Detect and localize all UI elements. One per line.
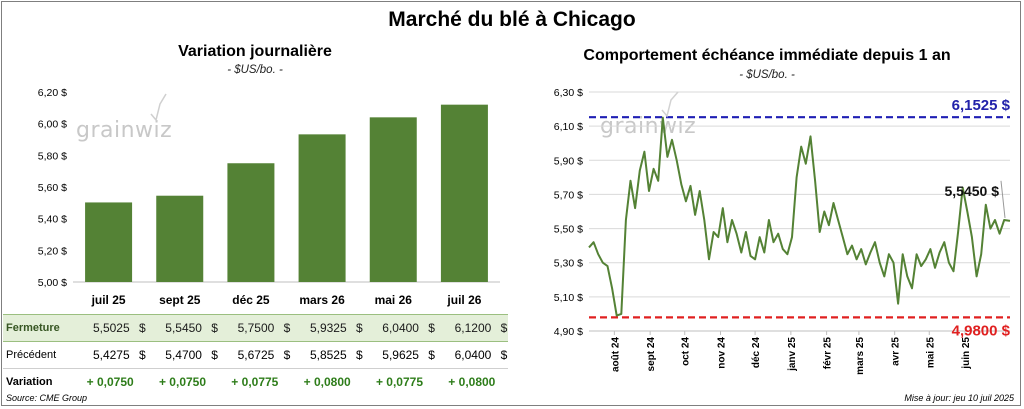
price-line bbox=[588, 116, 1011, 317]
x-tick-label: août 24 bbox=[610, 337, 621, 372]
cell-variation: + 0,0750 bbox=[158, 375, 207, 389]
cell-variation: + 0,0800 bbox=[303, 375, 351, 389]
x-tick-label: juil 25 bbox=[91, 293, 126, 307]
row-label-precedent: Précédent bbox=[3, 341, 74, 369]
watermark-check-icon bbox=[661, 91, 679, 118]
update-note: Mise à jour: jeu 10 juil 2025 bbox=[904, 393, 1014, 403]
cell-precedent: 5,4700 $ bbox=[146, 341, 219, 369]
x-tick-label: sept 24 bbox=[646, 337, 657, 372]
cell-variation: + 0,0750 bbox=[86, 375, 134, 389]
bar bbox=[85, 202, 133, 282]
line-chart: 4,90 $ 5,10 $ 5,30 $ 5,50 $ 5,70 $ 5,90 $ 6,10… bbox=[554, 87, 1011, 375]
cell-fermeture: 6,0400 $ bbox=[363, 314, 436, 342]
table-row-precedent: Précédent 5,4275 $ 5,4700 $ 5,6725 $ 5,8525… bbox=[3, 341, 508, 369]
grainwiz-watermark-left: grainwiz bbox=[76, 118, 173, 143]
x-tick-label: oct 24 bbox=[681, 337, 692, 366]
x-tick-label: mars 26 bbox=[299, 293, 345, 307]
cell-variation: + 0,0775 bbox=[375, 375, 423, 389]
x-tick-label: mars 25 bbox=[855, 337, 866, 375]
x-tick-label: mai 26 bbox=[375, 293, 413, 307]
x-tick-label: mai 25 bbox=[925, 337, 936, 369]
y-tick-label: 5,70 $ bbox=[554, 189, 583, 201]
bar-chart-subtitle: - $US/bo. - bbox=[227, 64, 283, 76]
bar bbox=[440, 104, 488, 283]
x-tick-label: déc 24 bbox=[751, 337, 762, 369]
cell-precedent: 6,0400 $ bbox=[435, 341, 508, 369]
cell-fermeture: 5,7500 $ bbox=[218, 314, 291, 342]
y-tick-label: 6,30 $ bbox=[554, 87, 583, 99]
bar bbox=[227, 163, 275, 282]
low-label: 4,9800 $ bbox=[952, 322, 1011, 339]
cell-precedent: 5,6725 $ bbox=[218, 341, 291, 369]
y-tick-label: 6,10 $ bbox=[554, 121, 583, 133]
cell-precedent: 5,8525 $ bbox=[290, 341, 364, 369]
y-tick-label: 5,00 $ bbox=[38, 277, 67, 289]
cell-precedent: 5,4275 $ bbox=[74, 341, 147, 369]
x-tick-label: févr 25 bbox=[823, 337, 834, 370]
x-tick-label: juin 25 bbox=[961, 337, 972, 370]
y-tick-label: 5,80 $ bbox=[38, 150, 67, 162]
line-chart-subtitle: - $US/bo. - bbox=[739, 69, 795, 81]
x-tick-label: avr 25 bbox=[891, 337, 902, 366]
cell-fermeture: 5,5025 $ bbox=[74, 314, 147, 342]
row-label-variation: Variation bbox=[6, 376, 53, 388]
source-note: Source: CME Group bbox=[6, 393, 88, 403]
y-tick-label: 5,60 $ bbox=[38, 182, 67, 194]
line-chart-title: Comportement échéance immédiate depuis 1… bbox=[583, 47, 951, 64]
y-tick-label: 5,90 $ bbox=[554, 155, 583, 167]
page-title: Marché du blé à Chicago bbox=[388, 8, 636, 31]
y-tick-label: 5,10 $ bbox=[554, 292, 583, 304]
y-tick-label: 5,20 $ bbox=[38, 245, 67, 257]
watermark-check-icon bbox=[150, 93, 167, 122]
bar-chart: 5,00 $ 5,20 $ 5,40 $ 5,60 $ 5,80 $ 6,00 $ 6,20… bbox=[38, 87, 500, 307]
y-tick-label: 6,00 $ bbox=[38, 119, 67, 131]
bar-chart-title: Variation journalière bbox=[178, 43, 332, 60]
y-tick-label: 5,30 $ bbox=[554, 258, 583, 270]
bar bbox=[369, 117, 417, 282]
bar bbox=[298, 134, 346, 282]
cell-precedent: 5,9625 $ bbox=[363, 341, 436, 369]
table-row-variation: Variation + 0,0750 + 0,0750 + 0,0775 + 0… bbox=[3, 369, 508, 396]
last-price-leader bbox=[1000, 180, 1006, 218]
y-tick-label: 5,50 $ bbox=[554, 224, 583, 236]
high-label: 6,1525 $ bbox=[952, 97, 1011, 114]
cell-fermeture: 5,5450 $ bbox=[146, 314, 219, 342]
price-table: Fermeture 5,5025 $ 5,5450 $ 5,7500 $ 5,9325… bbox=[3, 314, 508, 395]
x-tick-label: juil 26 bbox=[446, 293, 481, 307]
cell-variation: + 0,0775 bbox=[231, 375, 279, 389]
row-label-fermeture: Fermeture bbox=[3, 314, 74, 342]
y-tick-label: 4,90 $ bbox=[554, 326, 583, 338]
x-tick-label: déc 25 bbox=[232, 293, 270, 307]
x-tick-label: sept 25 bbox=[159, 293, 201, 307]
x-tick-label: janv 25 bbox=[787, 337, 798, 372]
last-price-label: 5,5450 $ bbox=[945, 183, 1000, 199]
y-tick-label: 5,40 $ bbox=[38, 214, 67, 226]
bar bbox=[156, 195, 204, 282]
x-tick-label: nov 24 bbox=[716, 337, 727, 369]
cell-variation: + 0,0800 bbox=[448, 375, 496, 389]
y-tick-label: 6,20 $ bbox=[38, 87, 67, 99]
cell-fermeture: 5,9325 $ bbox=[290, 314, 364, 342]
cell-fermeture: 6,1200 $ bbox=[435, 314, 508, 342]
table-row-fermeture: Fermeture 5,5025 $ 5,5450 $ 5,7500 $ 5,9325… bbox=[3, 314, 508, 342]
